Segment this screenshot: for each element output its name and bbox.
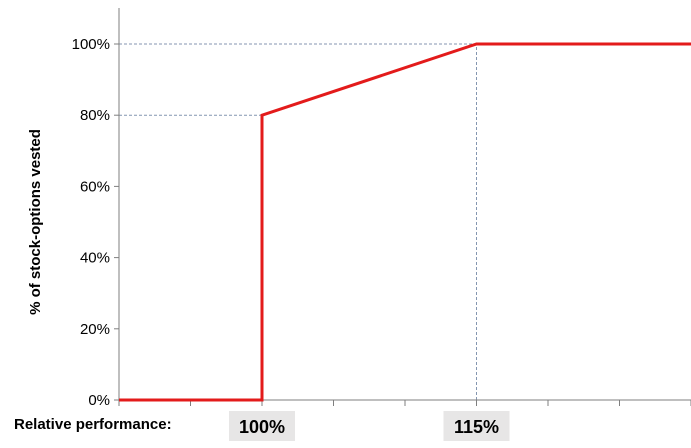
x-highlight-label: 100% [239, 417, 285, 437]
y-tick-label: 60% [80, 178, 110, 195]
series [119, 42, 691, 402]
y-tick-label: 40% [80, 250, 110, 267]
labels: % of stock-options vested Relative perfo… [14, 129, 510, 441]
x-highlight-box-0 [229, 411, 295, 441]
x-highlight-box-1 [443, 411, 510, 441]
axes: 0% 20% 40% 60% 80% 100% [72, 8, 691, 409]
y-axis-label: % of stock-options vested [27, 129, 44, 315]
y-tick-label: 0% [88, 392, 110, 409]
x-axis-label: Relative performance: [14, 416, 172, 433]
y-tick-label: 20% [80, 321, 110, 338]
y-tick-label: 100% [72, 36, 110, 53]
y-tick-label: 80% [80, 107, 110, 124]
x-highlight-label: 115% [454, 417, 499, 437]
reference-lines [119, 43, 477, 400]
series-line-vesting [119, 42, 691, 402]
